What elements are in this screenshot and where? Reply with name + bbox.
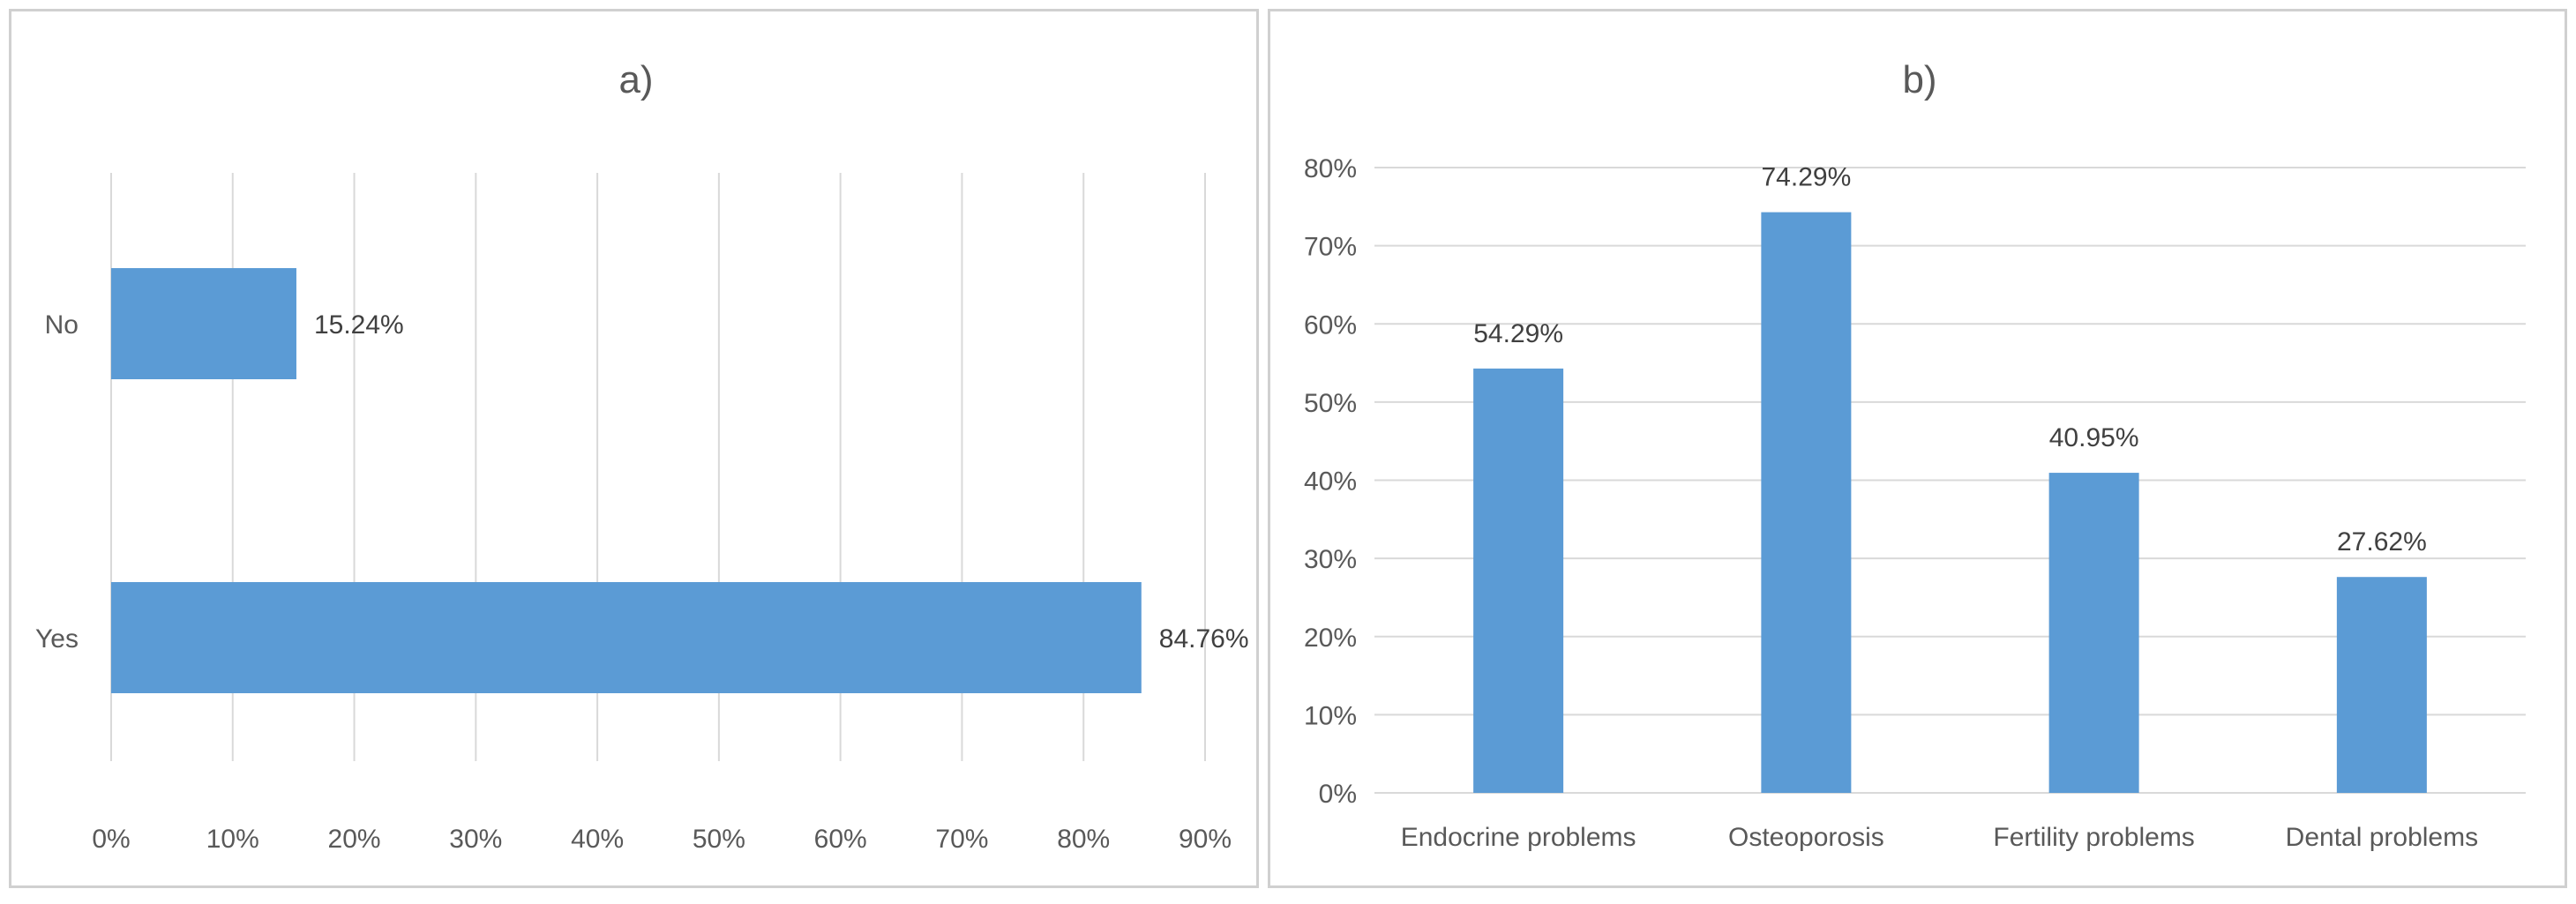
bar — [111, 268, 296, 379]
x-tick-label: 30% — [449, 825, 502, 854]
chart-panel-b: b) Endocrine problems Osteoporosis Fertili… — [1268, 9, 2567, 888]
x-tick-label: 40% — [571, 825, 624, 854]
x-tick-label: 80% — [1057, 825, 1110, 854]
x-tick-label: 90% — [1179, 825, 1232, 854]
x-category-label: Dental problems — [2286, 823, 2478, 852]
bar-chart-a: a) No Yes 0% 10% 20% 30% 40% 50% 60% 70% 80% 90% 1… — [35, 58, 1249, 854]
y-category-label: No — [45, 310, 79, 340]
bar — [1761, 212, 1852, 794]
bar — [1473, 368, 1564, 793]
y-tick-label: 10% — [1304, 701, 1357, 730]
y-tick-label: 70% — [1304, 233, 1357, 262]
y-tick-label: 80% — [1304, 154, 1357, 183]
bar — [111, 582, 1142, 693]
data-label: 40.95% — [2049, 423, 2139, 452]
bar — [2336, 577, 2427, 793]
x-tick-label: 20% — [328, 825, 381, 854]
y-tick-label: 30% — [1304, 545, 1357, 574]
data-label: 84.76% — [1159, 624, 1249, 654]
y-category-label: Yes — [35, 624, 79, 654]
data-label: 74.29% — [1762, 163, 1852, 192]
x-category-label: Endocrine problems — [1401, 823, 1636, 852]
y-tick-label: 60% — [1304, 310, 1357, 340]
x-tick-label: 10% — [206, 825, 259, 854]
chart-title-b: b) — [1902, 58, 1936, 101]
chart-panel-a: a) No Yes 0% 10% 20% 30% 40% 50% 60% 70% 80% 90% 1… — [9, 9, 1259, 888]
y-tick-label: 50% — [1304, 389, 1357, 418]
x-category-label: Fertility problems — [1993, 823, 2194, 852]
x-tick-label: 70% — [935, 825, 988, 854]
x-tick-label: 50% — [693, 825, 745, 854]
x-tick-label: 0% — [92, 825, 130, 854]
bar-chart-b: b) Endocrine problems Osteoporosis Fertili… — [1304, 58, 2526, 852]
y-tick-label: 0% — [1319, 780, 1357, 809]
data-label: 27.62% — [2337, 527, 2427, 557]
y-tick-label: 40% — [1304, 467, 1357, 497]
bar — [2048, 473, 2139, 793]
data-label: 15.24% — [314, 310, 404, 340]
chart-title-a: a) — [618, 58, 653, 101]
x-tick-label: 60% — [814, 825, 867, 854]
data-label: 54.29% — [1473, 319, 1563, 348]
y-tick-label: 20% — [1304, 624, 1357, 653]
x-category-label: Osteoporosis — [1728, 823, 1884, 852]
